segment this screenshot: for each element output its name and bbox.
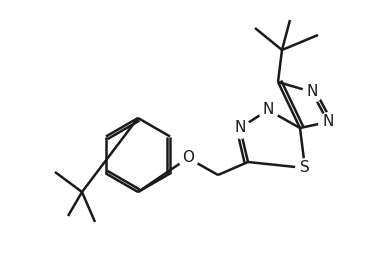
Text: N: N (262, 102, 274, 118)
Text: N: N (306, 84, 318, 100)
Text: N: N (322, 115, 334, 129)
Text: O: O (182, 150, 194, 166)
Text: N: N (234, 121, 246, 136)
Text: S: S (300, 161, 310, 176)
